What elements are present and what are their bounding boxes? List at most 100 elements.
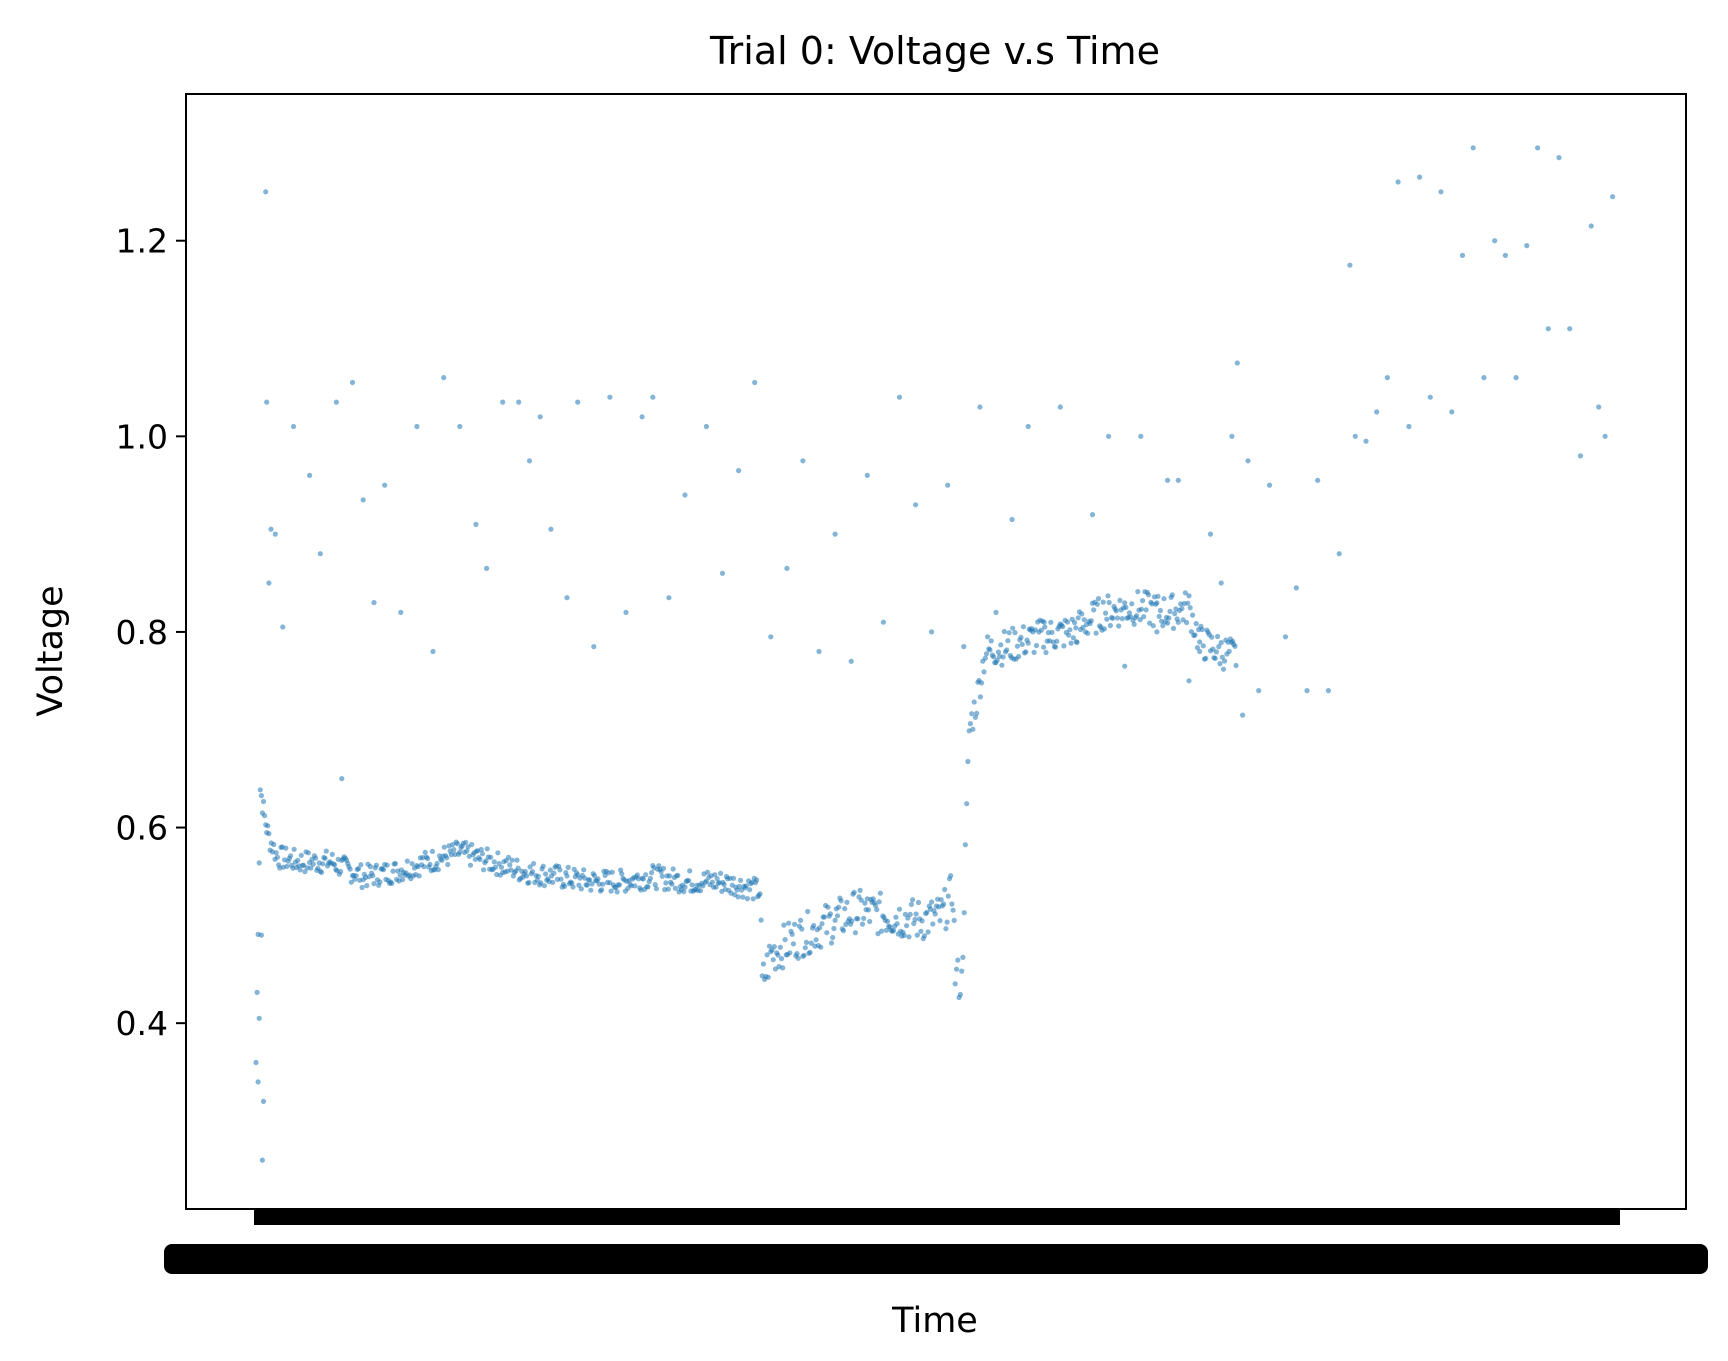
- data-point: [1165, 620, 1171, 626]
- data-point: [962, 842, 969, 848]
- data-point: [961, 910, 967, 916]
- data-point: [347, 866, 353, 872]
- data-point: [1172, 611, 1178, 617]
- data-point: [307, 472, 313, 478]
- data-point: [987, 647, 993, 653]
- data-point: [1131, 621, 1137, 627]
- data-point: [1233, 662, 1239, 669]
- data-point: [1154, 600, 1160, 606]
- data-point: [1315, 477, 1321, 483]
- data-point: [948, 873, 954, 879]
- data-point: [982, 655, 988, 661]
- data-point: [1073, 625, 1079, 631]
- data-point: [562, 883, 568, 889]
- data-point: [660, 865, 667, 872]
- data-point: [964, 801, 970, 807]
- data-point: [515, 865, 521, 871]
- data-point: [974, 710, 980, 716]
- data-point: [607, 394, 613, 400]
- data-point: [737, 877, 744, 883]
- data-point: [896, 394, 903, 400]
- data-point: [951, 917, 957, 924]
- data-point: [1175, 477, 1181, 483]
- data-point: [1057, 404, 1063, 410]
- data-point: [801, 952, 807, 958]
- data-point: [1567, 326, 1573, 332]
- data-point: [575, 399, 581, 405]
- data-point: [260, 1098, 267, 1104]
- data-point: [1207, 531, 1214, 537]
- data-point: [297, 867, 303, 873]
- data-point: [995, 649, 1002, 655]
- data-point: [842, 906, 848, 912]
- data-point: [937, 918, 943, 924]
- x-tick-labels-overlapping: [164, 1244, 1708, 1274]
- data-point: [689, 882, 695, 888]
- data-point: [830, 934, 836, 941]
- data-point: [291, 846, 297, 852]
- data-point: [1119, 616, 1125, 622]
- data-point: [682, 884, 688, 890]
- data-point: [640, 876, 646, 882]
- data-point: [526, 458, 533, 464]
- data-point: [925, 929, 931, 935]
- data-point: [1234, 360, 1240, 366]
- data-point: [430, 648, 436, 655]
- data-point: [551, 870, 557, 876]
- data-point: [1194, 645, 1200, 651]
- data-point: [1215, 633, 1221, 640]
- y-tick-label: 0.4: [116, 1004, 168, 1043]
- data-point: [268, 526, 274, 532]
- data-point: [259, 1157, 265, 1163]
- data-point: [317, 551, 323, 557]
- data-point: [1524, 243, 1530, 249]
- data-point: [913, 911, 919, 917]
- data-point: [902, 911, 909, 917]
- data-point: [1481, 375, 1487, 381]
- data-point: [1336, 551, 1342, 557]
- data-point: [718, 870, 724, 877]
- data-point: [599, 887, 605, 893]
- data-point: [1091, 607, 1097, 613]
- data-point: [1187, 605, 1193, 611]
- data-point: [507, 862, 513, 868]
- data-point: [1185, 600, 1191, 606]
- data-point: [1093, 630, 1099, 636]
- data-point: [943, 926, 949, 932]
- data-point: [457, 423, 463, 430]
- data-point: [1470, 145, 1476, 151]
- data-point: [998, 642, 1004, 648]
- data-point: [784, 565, 790, 572]
- data-point: [994, 657, 1000, 663]
- data-point: [953, 966, 960, 972]
- data-point: [1043, 649, 1049, 656]
- data-point: [915, 899, 922, 906]
- data-point: [313, 855, 319, 861]
- data-point: [491, 859, 497, 865]
- data-point: [1033, 642, 1040, 649]
- data-point: [609, 869, 615, 875]
- data-point: [999, 662, 1005, 668]
- data-point: [721, 881, 727, 888]
- data-point: [836, 904, 842, 910]
- data-point: [760, 961, 767, 967]
- data-point: [1222, 658, 1228, 664]
- data-point: [1220, 666, 1227, 672]
- data-point: [288, 853, 294, 859]
- data-point: [787, 950, 793, 956]
- data-point: [1134, 613, 1140, 619]
- data-point: [384, 862, 390, 868]
- data-point: [1141, 614, 1147, 620]
- data-point: [1212, 655, 1218, 662]
- data-point: [1020, 624, 1026, 630]
- data-point: [1031, 649, 1037, 656]
- data-point: [864, 472, 870, 478]
- data-point: [775, 952, 781, 958]
- data-point: [1170, 625, 1177, 632]
- data-point: [404, 858, 410, 864]
- data-point: [295, 857, 301, 864]
- data-point: [435, 867, 441, 873]
- data-point: [1116, 623, 1122, 629]
- data-point: [1088, 618, 1094, 624]
